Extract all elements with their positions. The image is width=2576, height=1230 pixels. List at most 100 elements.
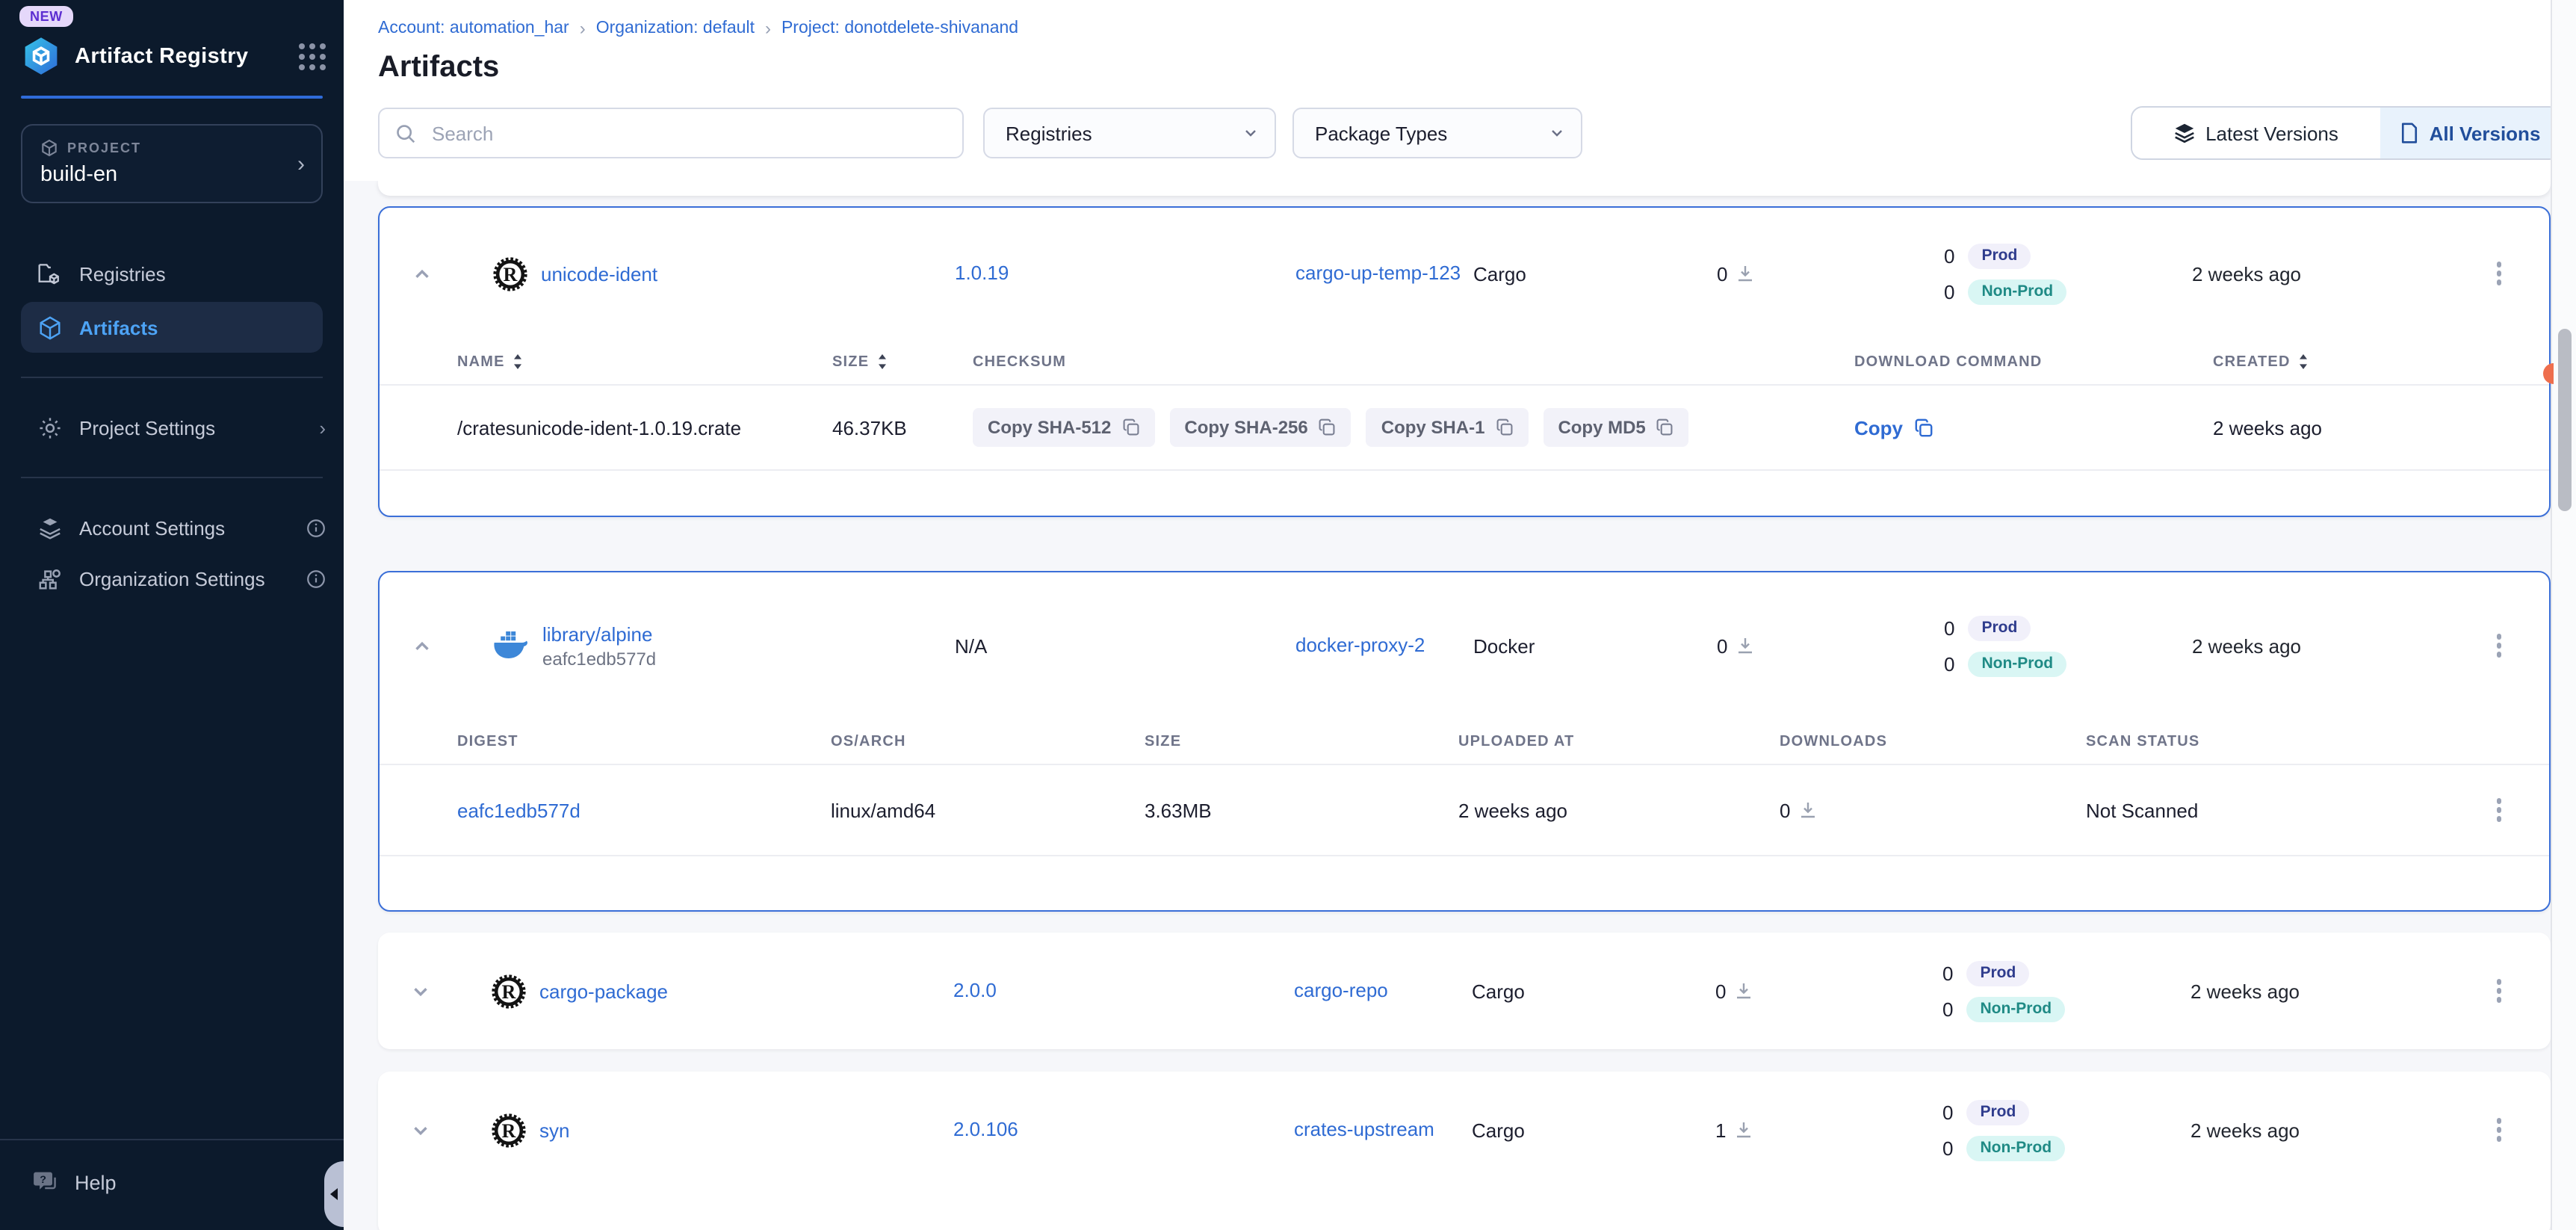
registries-dropdown[interactable]: Registries — [983, 108, 1276, 158]
chevron-down-icon — [413, 987, 427, 996]
artifact-updated: 2 weeks ago — [2192, 262, 2301, 285]
artifact-repository-link[interactable]: cargo-up-temp-123 — [1295, 262, 1461, 284]
file-size: 46.37KB — [832, 416, 907, 439]
help-button[interactable]: ? Help — [0, 1140, 344, 1230]
expand-row-button[interactable] — [378, 980, 462, 1002]
svg-text:R: R — [504, 263, 518, 285]
prod-badge: Prod — [1968, 615, 2031, 640]
copy-sha512-button[interactable]: Copy SHA-512 — [973, 408, 1155, 447]
artifact-name-link[interactable]: cargo-package — [539, 980, 668, 1002]
sidebar-item-project-settings[interactable]: Project Settings › — [0, 402, 344, 453]
project-selector[interactable]: PROJECT build-en › — [21, 124, 323, 203]
scrollbar-track[interactable] — [2551, 0, 2576, 1230]
expand-row-button[interactable] — [378, 1119, 462, 1141]
info-icon[interactable] — [306, 518, 326, 537]
layers-icon — [2175, 123, 2194, 143]
latest-versions-button[interactable]: Latest Versions — [2132, 108, 2380, 158]
cargo-package-icon: R — [493, 256, 527, 291]
artifact-card-library-alpine: library/alpine eafc1edb577d N/A docker-p… — [378, 571, 2551, 912]
nonprod-count: 0 — [1942, 1137, 1954, 1159]
divider — [21, 377, 323, 378]
row-menu-button[interactable] — [2447, 1113, 2551, 1148]
module-grid-icon[interactable] — [299, 43, 326, 69]
scrollbar-thumb[interactable] — [2557, 329, 2571, 511]
artifact-version: N/A — [955, 634, 988, 657]
sidebar-item-artifacts[interactable]: Artifacts — [21, 302, 323, 353]
col-header-checksum: CHECKSUM — [973, 353, 1067, 370]
kebab-menu-icon — [2491, 256, 2508, 291]
digest-link[interactable]: eafc1edb577d — [457, 799, 580, 821]
row-menu-button[interactable] — [2449, 628, 2549, 664]
copy-md5-button[interactable]: Copy MD5 — [1543, 408, 1689, 447]
artifact-version-link[interactable]: 2.0.106 — [953, 1118, 1018, 1140]
artifact-repository-link[interactable]: cargo-repo — [1294, 979, 1388, 1001]
sort-icon[interactable] — [876, 354, 887, 369]
artifact-name-link[interactable]: library/alpine — [542, 622, 653, 645]
svg-text:?: ? — [40, 1174, 46, 1186]
chevron-right-icon: › — [319, 416, 326, 439]
prod-count: 0 — [1942, 962, 1954, 984]
kebab-menu-icon — [2491, 974, 2508, 1009]
sort-icon[interactable] — [513, 354, 523, 369]
col-header-scan-status: SCAN STATUS — [2086, 733, 2200, 750]
copy-download-command-button[interactable]: Copy — [1854, 416, 2213, 439]
nonprod-badge: Non-Prod — [1968, 279, 2067, 304]
divider — [21, 477, 323, 478]
artifact-repository-link[interactable]: crates-upstream — [1294, 1118, 1434, 1140]
chevron-down-icon — [1245, 130, 1256, 137]
uploaded-at: 2 weeks ago — [1458, 799, 1567, 821]
chevron-up-icon — [415, 268, 428, 277]
row-menu-button[interactable] — [2449, 256, 2549, 291]
kebab-menu-icon — [2491, 1113, 2508, 1148]
artifact-name-link[interactable]: syn — [539, 1119, 570, 1141]
artifact-version-link[interactable]: 1.0.19 — [955, 262, 1009, 284]
chevron-up-icon — [415, 640, 428, 649]
info-icon[interactable] — [306, 569, 326, 588]
artifact-card-unicode-ident: R unicode-ident 1.0.19 cargo-up-temp-123… — [378, 206, 2551, 517]
breadcrumb-organization-link[interactable]: Organization: default — [595, 19, 755, 37]
artifact-repository-link[interactable]: docker-proxy-2 — [1295, 634, 1425, 656]
sidebar: NEW Artifact Registry — [0, 0, 344, 1230]
sidebar-item-registries[interactable]: Registries — [0, 248, 344, 299]
downloads-count: 0 — [1717, 634, 1728, 657]
artifact-registry-logo-icon — [21, 36, 61, 76]
sort-icon[interactable] — [2298, 354, 2309, 369]
latest-versions-label: Latest Versions — [2205, 122, 2338, 144]
row-menu-button[interactable] — [2447, 974, 2551, 1009]
sidebar-item-label: Project Settings — [79, 416, 216, 439]
collapse-row-button[interactable] — [380, 634, 463, 657]
docker-icon — [493, 630, 529, 661]
col-header-size[interactable]: SIZE — [832, 353, 870, 370]
copy-sha256-label: Copy SHA-256 — [1184, 417, 1308, 438]
col-header-os-arch: OS/ARCH — [831, 733, 906, 750]
prod-count: 0 — [1944, 616, 1955, 639]
filter-bar: Registries Package Types Latest Versions — [344, 85, 2576, 181]
copy-sha512-label: Copy SHA-512 — [988, 417, 1112, 438]
col-header-created[interactable]: CREATED — [2213, 353, 2291, 370]
all-versions-label: All Versions — [2429, 122, 2541, 144]
sidebar-collapse-handle[interactable] — [324, 1161, 344, 1227]
col-header-uploaded-at: UPLOADED AT — [1458, 733, 1575, 750]
copy-sha1-button[interactable]: Copy SHA-1 — [1366, 408, 1529, 447]
all-versions-button[interactable]: All Versions — [2380, 108, 2560, 158]
project-label: PROJECT — [67, 140, 142, 155]
artifact-name-link[interactable]: unicode-ident — [541, 262, 658, 285]
copy-sha256-button[interactable]: Copy SHA-256 — [1169, 408, 1352, 447]
search-input[interactable] — [429, 120, 947, 146]
artifact-version-link[interactable]: 2.0.0 — [953, 979, 997, 1001]
package-types-dropdown[interactable]: Package Types — [1292, 108, 1582, 158]
copy-icon — [1122, 418, 1139, 436]
collapse-row-button[interactable] — [380, 262, 463, 285]
orange-indicator[interactable] — [2543, 363, 2554, 384]
sidebar-item-account-settings[interactable]: Account Settings — [0, 502, 344, 553]
sidebar-item-organization-settings[interactable]: Organization Settings — [0, 553, 344, 604]
chevron-down-icon — [1552, 130, 1562, 137]
breadcrumb-account-link[interactable]: Account: automation_har — [378, 19, 569, 37]
artifact-updated: 2 weeks ago — [2192, 634, 2301, 657]
col-header-name[interactable]: NAME — [457, 353, 505, 370]
breadcrumb-project-link[interactable]: Project: donotdelete-shivanand — [781, 19, 1019, 37]
breadcrumb-separator: › — [579, 18, 586, 39]
project-name: build-en — [40, 163, 118, 187]
digest-row-menu-button[interactable] — [2490, 793, 2507, 828]
